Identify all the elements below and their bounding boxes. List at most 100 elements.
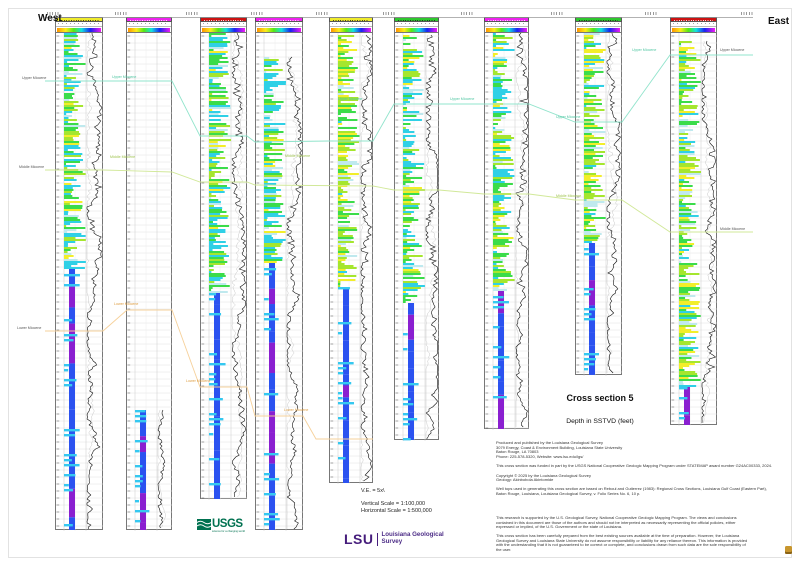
credits-line: Produced and published by the Louisiana … [496,440,603,445]
corner-watermark-icon [785,546,792,554]
well-log-column [670,17,717,426]
lithology-scale-gradient [128,27,170,32]
well-name-text [674,19,713,22]
well-track [484,32,529,430]
horizon-label: Lower Miocene [284,408,309,412]
credits-line: Geology: Akinbobola Akintomide [496,477,554,483]
usgs-wordmark: USGS [212,518,243,530]
well-name-text [398,19,435,22]
well-log-column [55,17,103,531]
horizon-label: Upper Miocene [450,97,475,101]
lithology-scale-gradient [202,27,245,32]
well-track [200,32,247,500]
lithology-scale-gradient [57,27,101,32]
credits-line: This cross section was funded in part by… [496,463,773,469]
well-color-legend [575,22,622,32]
disclaimer-block: This research is supported by the U.S. G… [496,515,749,557]
well-name-text [59,19,99,22]
well-name-text [488,19,525,22]
lithology-scale-gradient [257,27,301,32]
well-color-legend [55,22,103,32]
lithology-scale-gradient [577,27,620,32]
well-track [126,32,172,531]
lithology-scale-gradient [486,27,527,32]
horizon-label: Middle Miocene [110,155,136,159]
lsu-divider [377,532,378,546]
disclaimer-paragraph: This cross section has been carefully pr… [496,533,748,553]
distance-marker [383,12,395,15]
credits-line: Well tops used in generating this cross … [496,486,767,492]
depth-units-subtitle: Depth in SSTVD (feet) [566,418,634,425]
well-name-text [259,19,299,22]
well-log-column [575,17,622,376]
east-label: East [768,16,790,27]
well-name-text [130,19,168,22]
well-color-legend [394,22,439,32]
well-track [255,32,303,531]
credits-line: Baton Rouge, Louisiana, Louisiana Geolog… [496,491,641,497]
disclaimer-paragraph: This research is supported by the U.S. G… [496,515,737,530]
lithology-scale-gradient [672,27,715,32]
horizon-label: Middle Miocene [720,227,746,231]
well-track [575,32,622,376]
well-name-text [204,19,243,22]
distance-marker [316,12,328,15]
west-label: West [38,13,62,24]
horizon-label: Upper Miocene [338,97,363,101]
well-color-legend [484,22,529,32]
vertical-exaggeration-label: V.E. = 5x\ [361,488,385,494]
horizon-label: Lower Miocene [186,379,211,383]
distance-marker [186,12,198,15]
lithology-scale-gradient [331,27,371,32]
horizon-label: Upper Miocene [720,48,745,52]
well-name-text [333,19,369,22]
usgs-logo: USGS science for a changing world [197,518,245,533]
credits-line: Baton Rouge, LA 70803 [496,449,539,455]
section-title: Cross section 5 [566,393,634,403]
distance-marker [551,12,563,15]
usgs-wave-icon [197,519,211,530]
lithology-scale-gradient [396,27,437,32]
horizon-label: Upper Miocene [632,48,657,52]
distance-marker [115,12,127,15]
horizon-label: Upper Miocene [556,115,581,119]
credits-block: Produced and published by the Louisiana … [496,440,773,497]
distance-marker [251,12,263,15]
lsu-wordmark: LSU [344,531,374,547]
well-log-column [126,17,172,531]
well-track [394,32,439,441]
well-color-legend [255,22,303,32]
lsu-org-name: Louisiana Geological Survey [382,532,444,545]
well-log-column [394,17,439,441]
distance-marker [461,12,473,15]
well-color-legend [329,22,373,32]
well-log-column [329,17,373,484]
well-color-legend [126,22,172,32]
distance-marker [47,12,59,15]
horizon-label: Lower Miocene [114,302,139,306]
well-log-column [255,17,303,531]
usgs-tagline: science for a changing world [212,530,245,533]
horizon-label: Upper Miocene [22,76,47,80]
horizon-label: Middle Miocene [285,154,311,158]
horizon-label: Middle Miocene [19,165,45,169]
well-log-column [484,17,529,430]
credits-line: Copyright © 2025 by the Louisiana Geolog… [496,472,592,478]
distance-marker [645,12,657,15]
well-color-legend [670,22,717,32]
distance-marker [741,12,753,15]
well-track [670,32,717,426]
horizon-label: Middle Miocene [556,194,582,198]
well-name-text [579,19,618,22]
horizon-label: Lower Miocene [17,326,42,330]
well-track [55,32,103,531]
horizon-label: Upper Miocene [112,75,137,79]
credits-line: Phone: 225-578-5320, Website: www.lsu.ed… [496,454,584,460]
lsu-org-line2: Survey [381,538,403,545]
well-color-legend [200,22,247,32]
horizontal-scale-label: Horizontal Scale = 1:500,000 [361,508,432,514]
scale-block: V.E. = 5x\ Vertical Scale = 1:100,000 Ho… [361,488,432,515]
lsu-org-line1: Louisiana Geological [381,531,444,539]
vertical-scale-label: Vertical Scale = 1:100,000 [361,501,426,507]
